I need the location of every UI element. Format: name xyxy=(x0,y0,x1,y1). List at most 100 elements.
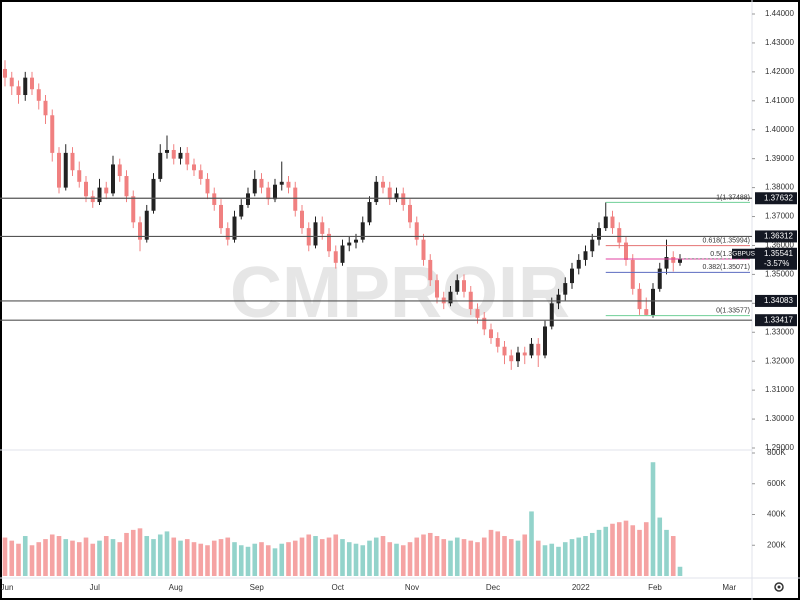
y-tick-label: 1.33000 xyxy=(765,327,794,336)
candle-body xyxy=(354,239,358,243)
volume-bar xyxy=(49,534,55,576)
candle-body xyxy=(576,259,581,269)
gear-center xyxy=(777,585,781,589)
gear xyxy=(774,582,784,592)
volume-bar xyxy=(448,540,453,576)
volume-bar xyxy=(191,542,197,576)
volume-bar xyxy=(313,536,318,576)
volume-bar xyxy=(657,517,663,576)
volume-bar xyxy=(616,522,622,576)
candle-body xyxy=(279,181,284,185)
volume-bar xyxy=(461,539,467,576)
volume-bar xyxy=(576,537,582,576)
volume-bar xyxy=(265,545,271,576)
candle-body xyxy=(246,193,250,205)
volume-bar xyxy=(184,539,190,576)
candle-body xyxy=(637,288,642,310)
volume-bar xyxy=(346,542,352,576)
candle-body xyxy=(509,355,514,362)
volume-bar xyxy=(522,534,528,576)
volume-bar xyxy=(495,531,501,576)
candle-body xyxy=(563,283,568,295)
symbol-tag xyxy=(732,248,760,259)
volume-bar xyxy=(286,542,291,576)
volume-bar xyxy=(400,545,406,576)
volume-bar xyxy=(468,540,474,576)
volume-bar xyxy=(2,537,8,576)
fib-label: 0(1.33577) xyxy=(716,307,750,314)
volume-bar xyxy=(481,537,487,576)
x-tick-label: Aug xyxy=(169,583,183,592)
candle-body xyxy=(9,77,14,87)
volume-bar xyxy=(205,545,210,576)
candle-body xyxy=(617,228,622,243)
candle-body xyxy=(219,204,223,229)
y-tick-label: 1.38000 xyxy=(765,183,794,192)
volume-bar xyxy=(421,534,426,576)
candle-body xyxy=(192,164,196,171)
volume-bar xyxy=(488,529,494,576)
volume-bar xyxy=(97,540,102,576)
volume-bar xyxy=(333,534,339,576)
candle-body xyxy=(286,181,291,188)
level-label: 1.34083 xyxy=(764,296,793,305)
x-tick-label: Sep xyxy=(250,583,265,592)
y2-tick-label: 200K xyxy=(767,540,786,549)
candle-body xyxy=(549,303,554,327)
volume-bar xyxy=(151,539,156,576)
candle-body xyxy=(347,242,352,246)
candle-body xyxy=(597,228,601,240)
settings-icon[interactable] xyxy=(774,582,784,592)
y-tick-label: 1.41000 xyxy=(765,96,794,105)
candle-body xyxy=(657,268,662,289)
candle-body xyxy=(482,317,487,330)
y-tick-label: 1.29000 xyxy=(765,443,794,452)
y-tick-label: 1.39000 xyxy=(765,154,794,163)
volume-bar xyxy=(279,543,285,576)
candle-body xyxy=(185,152,190,165)
level-label: 1.37632 xyxy=(764,193,793,202)
candle-body xyxy=(293,187,298,211)
candle-body xyxy=(104,187,109,194)
candle-body xyxy=(327,233,331,252)
candle-body xyxy=(401,193,406,205)
candle-body xyxy=(266,187,271,200)
volume-bar xyxy=(583,536,588,576)
x-tick-label: 2022 xyxy=(572,583,590,592)
volume-bar xyxy=(110,539,116,576)
volume-bar xyxy=(259,542,264,576)
candle-body xyxy=(300,210,304,229)
x-tick-label: Jun xyxy=(1,583,14,592)
volume-bar xyxy=(36,542,42,576)
candle-body xyxy=(421,239,426,260)
candle-body xyxy=(259,178,264,188)
candle-body xyxy=(151,178,156,211)
candle-body xyxy=(556,294,561,304)
last-price-label: 1.35541 xyxy=(764,249,793,258)
y2-tick-label: 600K xyxy=(767,479,786,488)
candle-body xyxy=(205,178,210,194)
volume-bar xyxy=(549,543,555,576)
candle-body xyxy=(63,152,68,188)
volume-bar xyxy=(171,537,177,576)
volume-bar xyxy=(427,532,433,576)
candle-body xyxy=(664,257,669,269)
volume-bar xyxy=(360,545,366,576)
candle-body xyxy=(165,149,169,153)
candle-body xyxy=(502,346,507,356)
level-tag xyxy=(755,192,797,205)
volume-bar xyxy=(589,532,595,576)
volume-bar xyxy=(670,536,676,576)
volume-bar xyxy=(623,520,629,576)
candle-body xyxy=(3,68,7,78)
volume-bar xyxy=(103,536,109,576)
candle-body xyxy=(374,181,379,203)
candle-body xyxy=(144,210,149,240)
x-tick-label: Nov xyxy=(405,583,419,592)
candle-body xyxy=(138,222,142,240)
candle-body xyxy=(131,196,136,223)
candle-body xyxy=(651,288,655,315)
candle-body xyxy=(394,193,399,200)
